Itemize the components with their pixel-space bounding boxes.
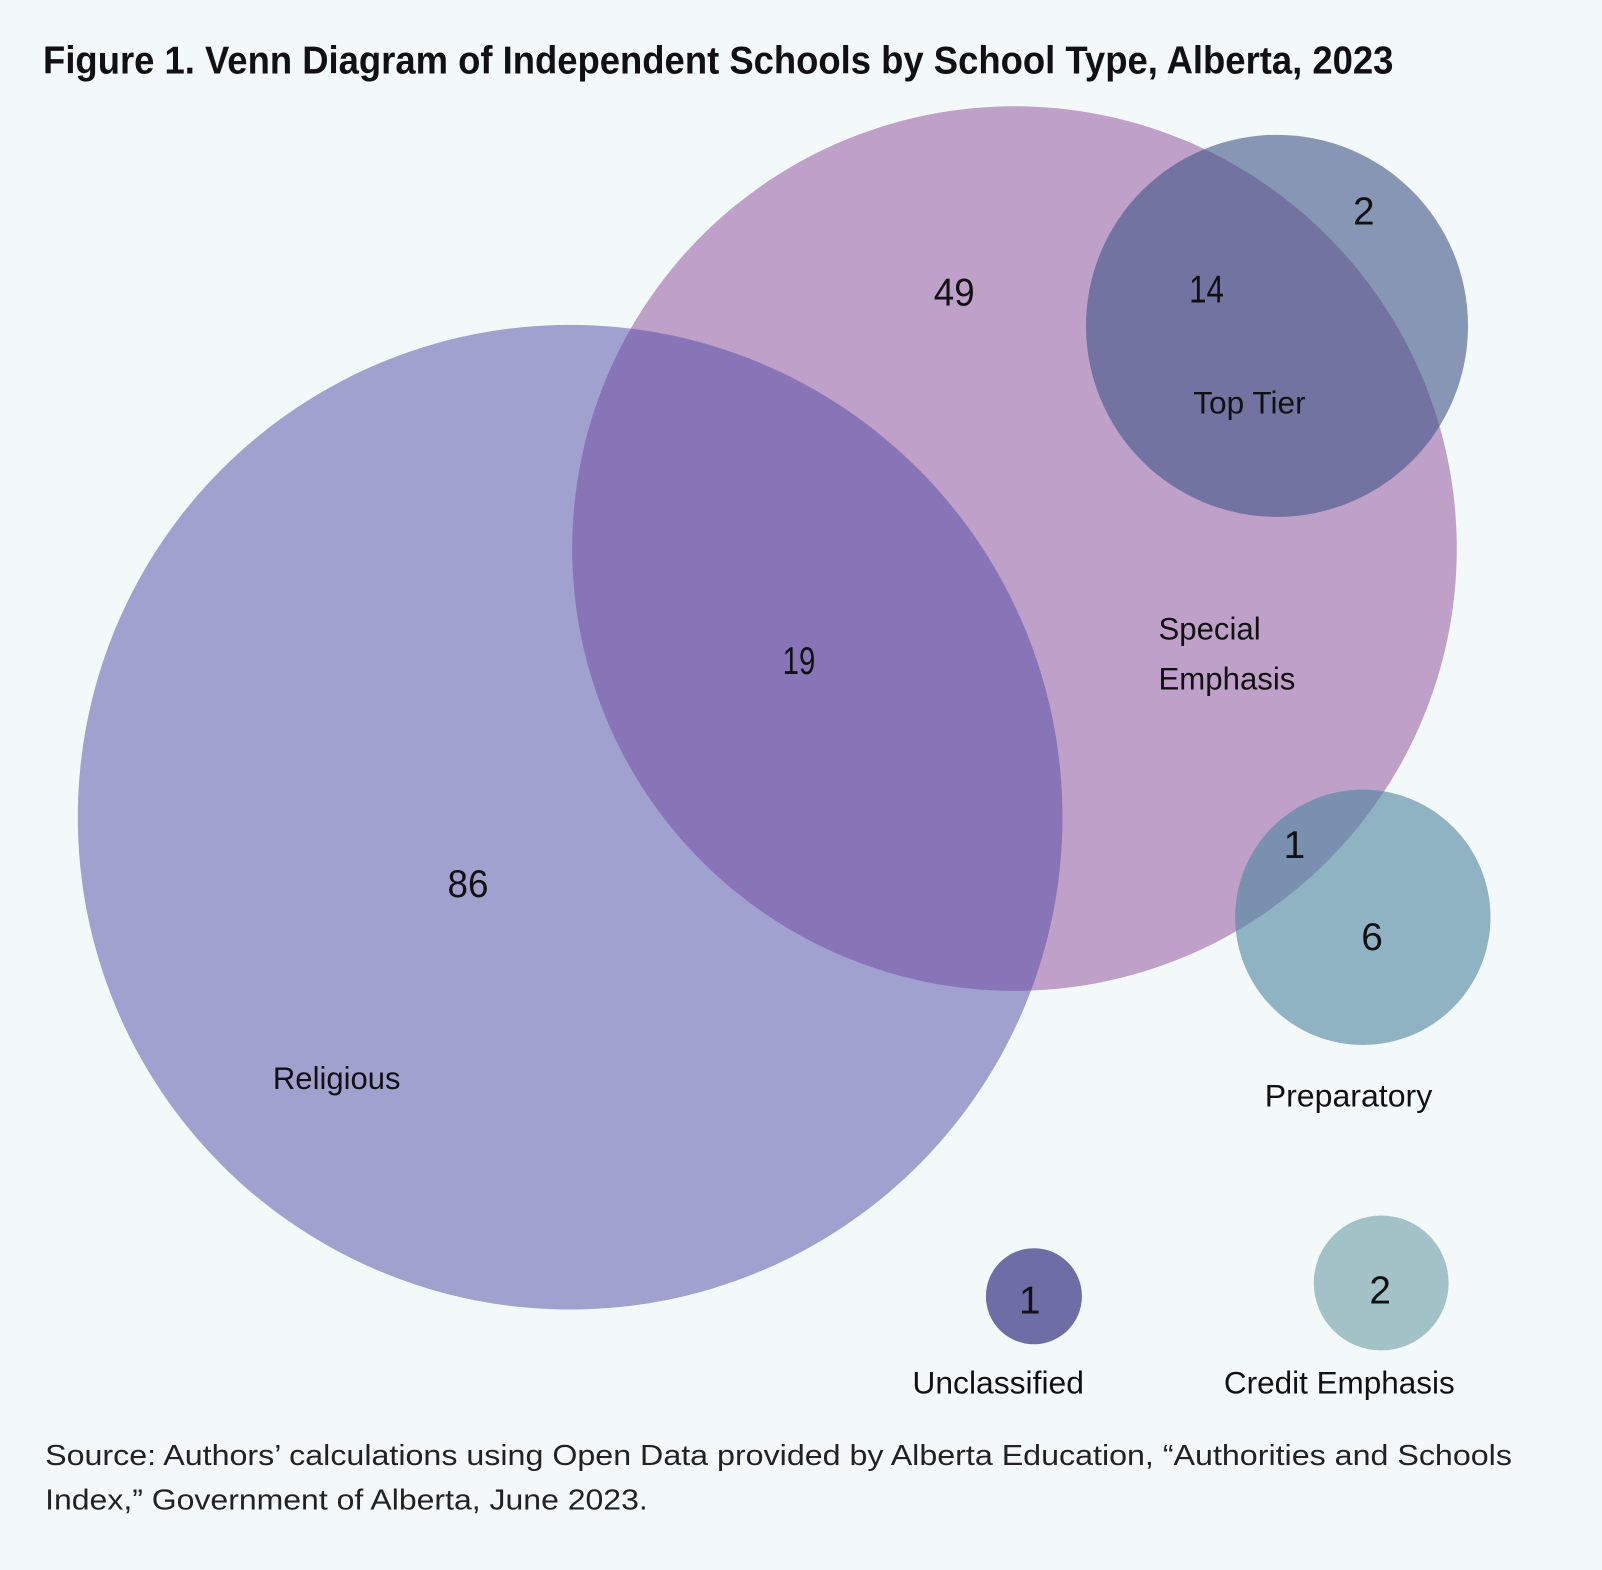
count-special-emphasis-preparatory: 1 — [1284, 824, 1306, 867]
count-special-emphasis-only: 49 — [934, 271, 975, 314]
circle-unclassified — [985, 1248, 1082, 1345]
count-unclassified: 1 — [1019, 1280, 1041, 1323]
source-note-line2: Index,” Government of Alberta, June 2023… — [45, 1485, 648, 1517]
circle-credit-emphasis — [1313, 1215, 1449, 1351]
circle-religious — [77, 324, 1063, 1310]
label-emphasis: Emphasis — [1159, 660, 1296, 696]
circle-preparatory — [1235, 789, 1491, 1045]
label-unclassified: Unclassified — [912, 1364, 1084, 1400]
count-religious-only: 86 — [448, 863, 489, 906]
label-preparatory: Preparatory — [1265, 1077, 1433, 1113]
source-note-line1: Source: Authors’ calculations using Open… — [45, 1440, 1512, 1472]
count-credit-emphasis: 2 — [1369, 1269, 1391, 1312]
count-special-emphasis-top-tier: 14 — [1189, 268, 1224, 311]
count-top-tier-only: 2 — [1353, 191, 1375, 234]
label-religious: Religious — [273, 1060, 401, 1096]
label-special: Special — [1159, 610, 1261, 646]
label-credit-emphasis: Credit Emphasis — [1224, 1364, 1455, 1400]
circle-top-tier — [1085, 134, 1469, 517]
count-preparatory-only: 6 — [1361, 916, 1383, 959]
count-religious-special-emphasis: 19 — [783, 640, 816, 683]
label-top-tier: Top Tier — [1193, 385, 1306, 421]
figure-title: Figure 1. Venn Diagram of Independent Sc… — [43, 40, 1393, 83]
